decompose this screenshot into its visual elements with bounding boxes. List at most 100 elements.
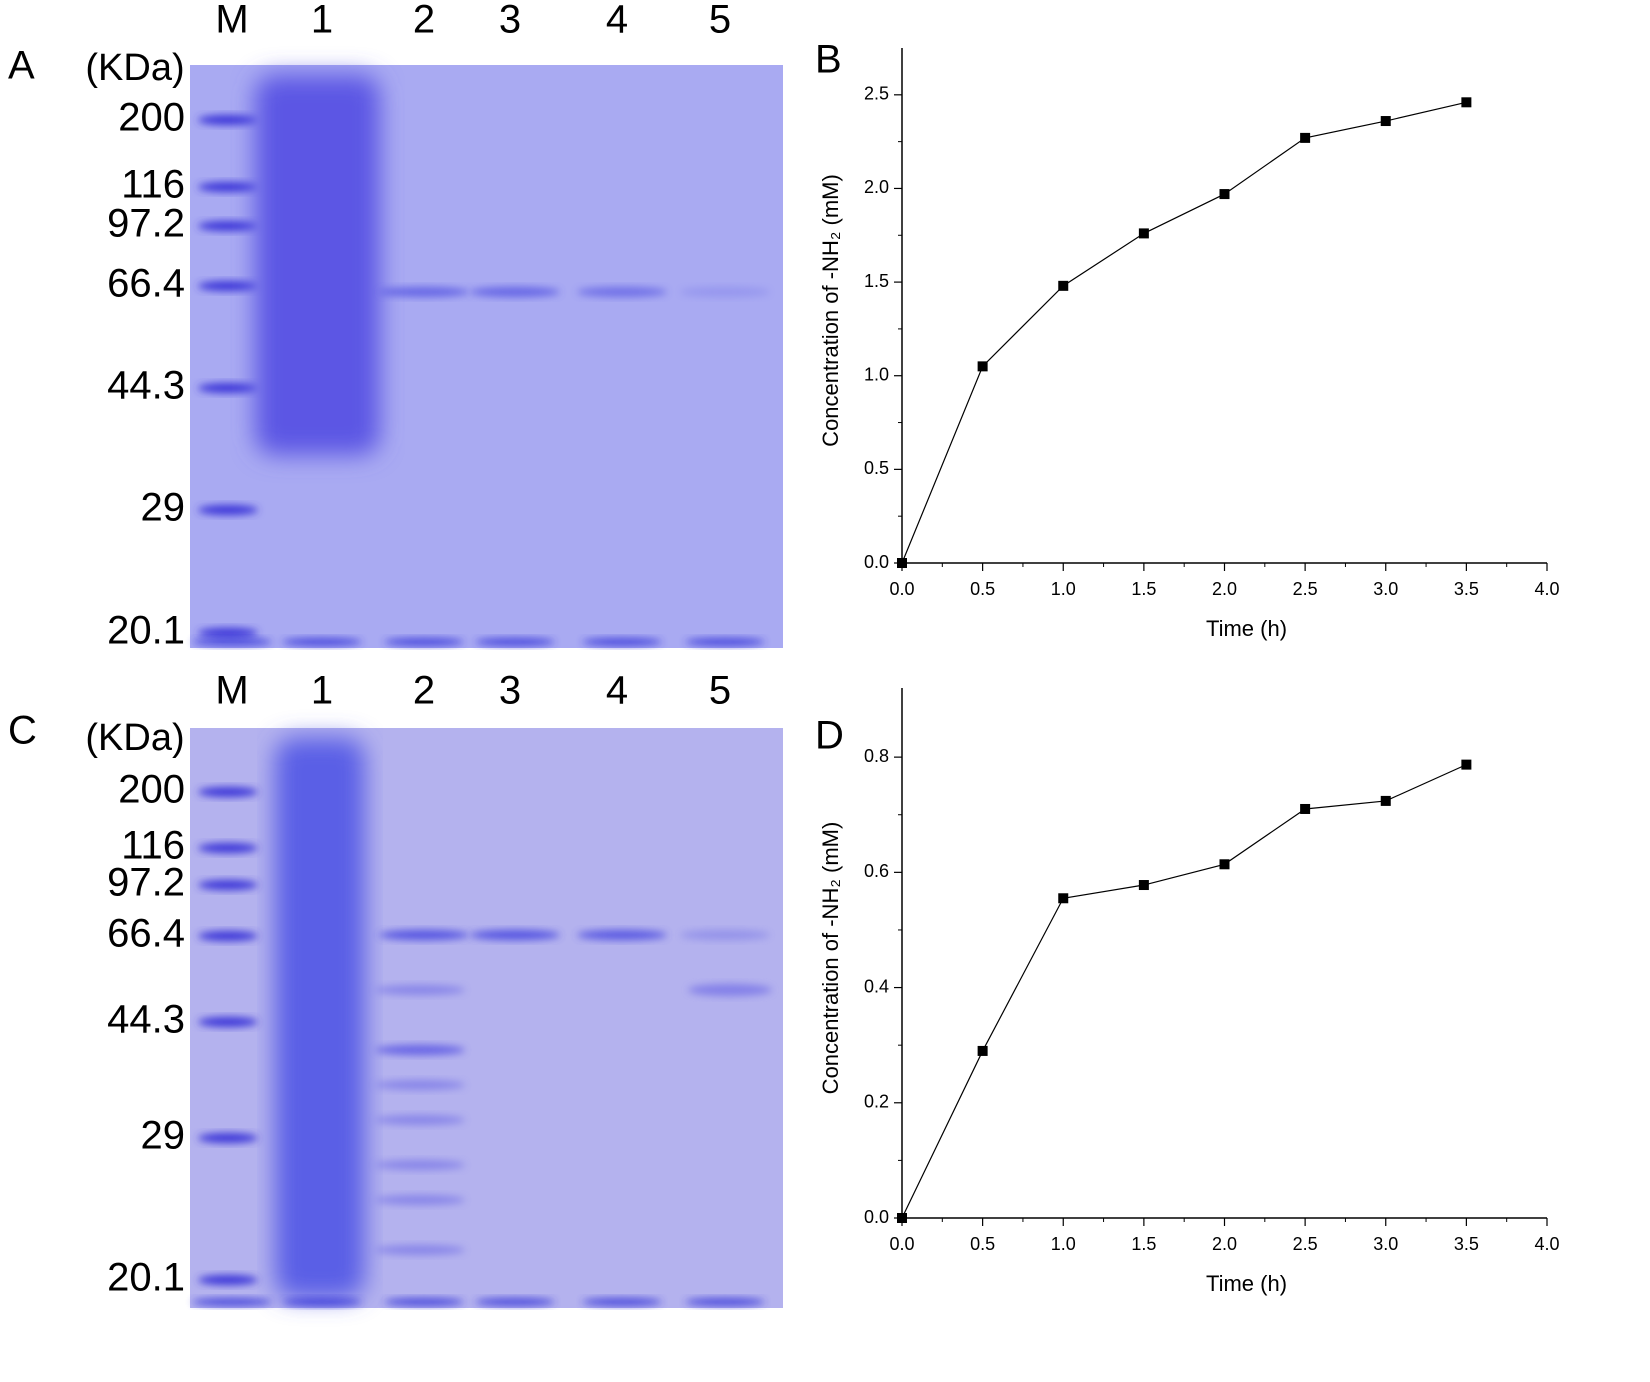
band (379, 930, 469, 940)
x-tick-label: 3.5 (1454, 579, 1479, 599)
marker-label: 200 (118, 768, 185, 812)
unit-label: (KDa) (85, 717, 184, 759)
y-tick-label: 2.0 (864, 177, 889, 197)
band (680, 287, 770, 297)
marker-band (198, 1017, 258, 1027)
band (577, 930, 667, 940)
data-point (1380, 116, 1391, 127)
data-point (1058, 280, 1069, 291)
marker-label: 44.3 (107, 364, 185, 408)
data-point (1380, 795, 1391, 806)
x-tick-label: 0.0 (889, 579, 914, 599)
front-band (475, 1298, 555, 1306)
x-tick-label: 0.0 (889, 1234, 914, 1254)
x-tick-label: 4.0 (1534, 1234, 1559, 1254)
y-axis-label: Concentration of -NH₂ (mM) (818, 174, 843, 447)
x-tick-label: 1.0 (1051, 579, 1076, 599)
front-band (582, 1298, 662, 1306)
marker-label: 200 (118, 96, 185, 140)
marker-band (198, 787, 258, 797)
lane-label: 3 (499, 0, 521, 42)
x-tick-label: 0.5 (970, 579, 995, 599)
marker-band (198, 221, 258, 231)
marker-band (198, 843, 258, 853)
panel-label: C (8, 709, 37, 753)
data-point (1300, 132, 1311, 143)
data-point (1461, 97, 1472, 108)
x-axis-label: Time (h) (1206, 616, 1287, 641)
marker-label: 116 (121, 163, 185, 207)
lane-label: 2 (413, 669, 435, 713)
x-tick-label: 0.5 (970, 1234, 995, 1254)
marker-label: 66.4 (107, 262, 185, 306)
marker-band (198, 505, 258, 515)
marker-band (198, 115, 258, 125)
band (680, 930, 770, 940)
marker-label: 66.4 (107, 912, 185, 956)
y-tick-label: 0.8 (864, 746, 889, 766)
x-axis-label: Time (h) (1206, 1271, 1287, 1296)
x-tick-label: 3.0 (1373, 1234, 1398, 1254)
band (375, 1195, 465, 1205)
x-tick-label: 1.5 (1131, 1234, 1156, 1254)
lane-smear (275, 738, 365, 1298)
x-tick-label: 3.0 (1373, 579, 1398, 599)
y-tick-label: 0.4 (864, 976, 889, 996)
lane-label: 3 (499, 669, 521, 713)
marker-band (198, 880, 258, 890)
marker-band (198, 628, 258, 638)
data-point (1461, 759, 1472, 770)
front-band (282, 1298, 362, 1306)
y-tick-label: 0.0 (864, 1207, 889, 1227)
marker-label: 97.2 (107, 202, 185, 246)
front-band (685, 1298, 765, 1306)
lane-label: M (215, 669, 248, 713)
x-tick-label: 1.0 (1051, 1234, 1076, 1254)
marker-label: 20.1 (107, 1256, 185, 1300)
data-line (901, 101, 1467, 564)
data-point (1138, 228, 1149, 239)
band (375, 1045, 465, 1055)
marker-label: 20.1 (107, 609, 185, 653)
band (379, 287, 469, 297)
band (375, 1160, 465, 1170)
panel-label: D (815, 714, 844, 758)
front-band (192, 638, 272, 646)
x-tick-label: 2.5 (1293, 1234, 1318, 1254)
data-line (901, 764, 1467, 1219)
band (375, 1080, 465, 1090)
front-band (582, 638, 662, 646)
data-point (897, 1213, 907, 1223)
x-tick-label: 3.5 (1454, 1234, 1479, 1254)
data-point (977, 361, 988, 372)
y-tick-label: 2.5 (864, 84, 889, 104)
y-tick-label: 1.5 (864, 271, 889, 291)
lane-label: 1 (311, 0, 333, 42)
front-band (384, 638, 464, 646)
marker-label: 29 (141, 1114, 186, 1158)
marker-band (198, 182, 258, 192)
x-tick-label: 2.0 (1212, 579, 1237, 599)
y-tick-label: 1.0 (864, 364, 889, 384)
front-band (192, 1298, 272, 1306)
y-tick-label: 0.0 (864, 552, 889, 572)
lane-label: 5 (709, 669, 731, 713)
x-tick-label: 1.5 (1131, 579, 1156, 599)
x-tick-label: 2.5 (1293, 579, 1318, 599)
front-band (282, 638, 362, 646)
marker-band (198, 1275, 258, 1285)
band (375, 1115, 465, 1125)
front-band (685, 638, 765, 646)
panel-label: B (815, 38, 842, 82)
band (577, 287, 667, 297)
data-point (1219, 859, 1230, 870)
data-point (977, 1045, 988, 1056)
x-tick-label: 2.0 (1212, 1234, 1237, 1254)
marker-label: 44.3 (107, 998, 185, 1042)
data-point (1219, 189, 1230, 200)
marker-band (198, 281, 258, 291)
marker-label: 29 (141, 486, 186, 530)
data-point (1058, 893, 1069, 904)
marker-band (198, 1133, 258, 1143)
band (375, 985, 465, 995)
